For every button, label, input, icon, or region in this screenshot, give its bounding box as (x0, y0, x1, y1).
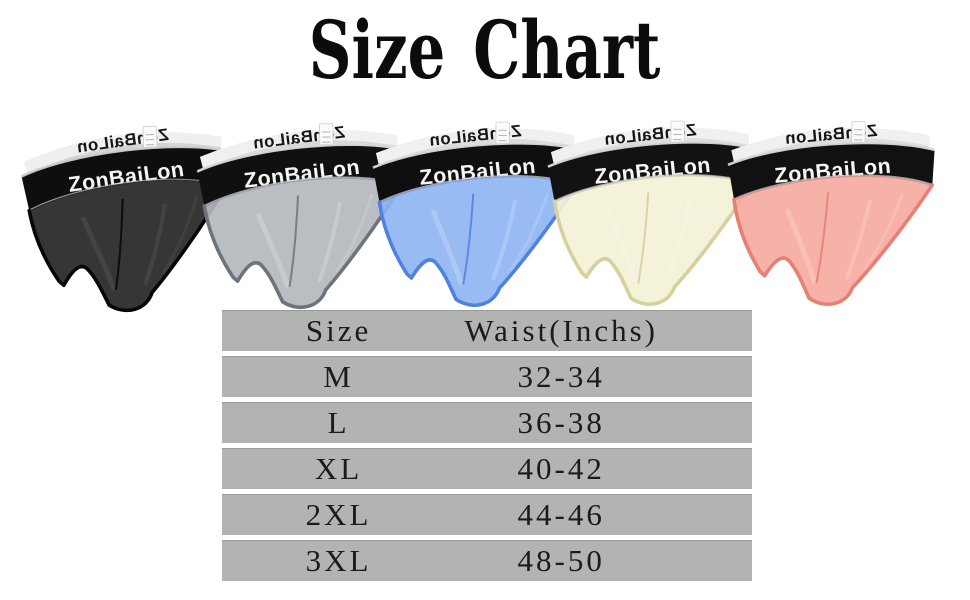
leg-opening-trim (762, 256, 855, 306)
table-row: XL 40-42 (222, 448, 752, 489)
waistband-piping-top (547, 141, 755, 168)
brief-front-waistband (21, 146, 227, 211)
waist-value: 44-46 (517, 497, 605, 532)
brief-front-waistband (197, 144, 403, 206)
waistband-piping-top (20, 145, 228, 178)
brief-body-fabric (379, 176, 578, 306)
waist-value: 36-38 (517, 405, 605, 440)
brief-body-fabric (204, 177, 402, 308)
brief-back-waistband-highlight (200, 129, 398, 169)
waist-value: 48-50 (517, 543, 605, 578)
left-leg-trim (202, 204, 240, 283)
brief-front-waistband (372, 143, 579, 203)
size-value: 2XL (305, 497, 372, 532)
brief-illustration: ZonBaiLon ZonBaiLon (196, 123, 404, 310)
center-seam (288, 195, 299, 287)
table-row: M 32-34 (222, 356, 752, 397)
page-title-wrap: Size Chart (0, 8, 970, 92)
waistband-piping-top (196, 143, 404, 173)
left-leg-trim (377, 200, 414, 280)
brief-back-waistband-highlight (376, 128, 574, 166)
left-leg-trim (732, 197, 767, 278)
fabric-sheen (509, 192, 549, 271)
fabric-sheen (256, 212, 290, 288)
product-image-row: ZonBaiLon ZonBaiLon (20, 100, 953, 323)
waist-value: 32-34 (517, 359, 605, 394)
brief-body-fabric (29, 179, 227, 311)
center-seam (114, 198, 124, 291)
fabric-sheen (335, 193, 374, 272)
fabric-sheen (161, 195, 199, 275)
fabric-sheen (605, 209, 639, 285)
fabric-sheen (844, 199, 872, 280)
column-header-waist: Waist(Inchs) (464, 313, 658, 348)
page-title: Size Chart (309, 3, 661, 97)
size-chart-table: Size Waist(Inchs) M 32-34 L 36-38 XL 40-… (222, 310, 752, 586)
product-brief-blue: ZonBaiLon ZonBaiLon (365, 100, 594, 319)
brief-back-waistband-highlight (551, 127, 749, 165)
fabric-sheen (491, 199, 517, 281)
fabric-sheen (666, 198, 692, 280)
size-value: M (323, 359, 354, 394)
size-value: XL (314, 451, 363, 486)
center-seam (637, 192, 650, 284)
waistband-piping-top (372, 142, 580, 169)
table-row: 3XL 48-50 (222, 540, 752, 581)
waistband-piping-top (727, 141, 935, 166)
left-leg-trim (552, 199, 589, 279)
brief-back-waistband-highlight (24, 132, 222, 174)
brief-back-waistband-highlight (731, 127, 930, 163)
fabric-sheen (430, 210, 464, 286)
brief-illustration: ZonBaiLon ZonBaiLon (372, 121, 580, 307)
leg-opening-trim (584, 257, 677, 306)
size-value: L (327, 405, 350, 440)
leg-opening-trim (409, 258, 502, 307)
waist-value: 40-42 (517, 451, 605, 486)
size-value: 3XL (305, 543, 372, 578)
fabric-sheen (81, 216, 117, 291)
leg-opening-trim (235, 260, 328, 310)
product-brief-pink: ZonBaiLon ZonBaiLon (715, 100, 953, 317)
table-row: 2XL 44-46 (222, 494, 752, 535)
fabric-sheen (143, 203, 167, 285)
right-leg-trim (850, 183, 935, 290)
table-header-row: Size Waist(Inchs) (222, 310, 752, 351)
brief-body-fabric (733, 175, 933, 305)
brief-front-waistband (728, 142, 935, 200)
fabric-sheen (684, 191, 724, 270)
center-seam (462, 193, 475, 285)
band-shadow (733, 174, 933, 201)
leg-opening-trim (62, 264, 154, 313)
center-seam (815, 192, 830, 284)
column-header-size: Size (305, 313, 372, 348)
product-brief-gray: ZonBaiLon ZonBaiLon (188, 100, 420, 323)
fabric-sheen (785, 208, 817, 284)
brief-body-fabric (554, 175, 753, 305)
brief-illustration: ZonBaiLon ZonBaiLon (727, 121, 935, 306)
brief-front-waistband (547, 142, 754, 202)
fabric-sheen (863, 193, 904, 271)
fabric-sheen (317, 201, 342, 283)
left-leg-trim (27, 208, 66, 288)
table-row: L 36-38 (222, 402, 752, 443)
